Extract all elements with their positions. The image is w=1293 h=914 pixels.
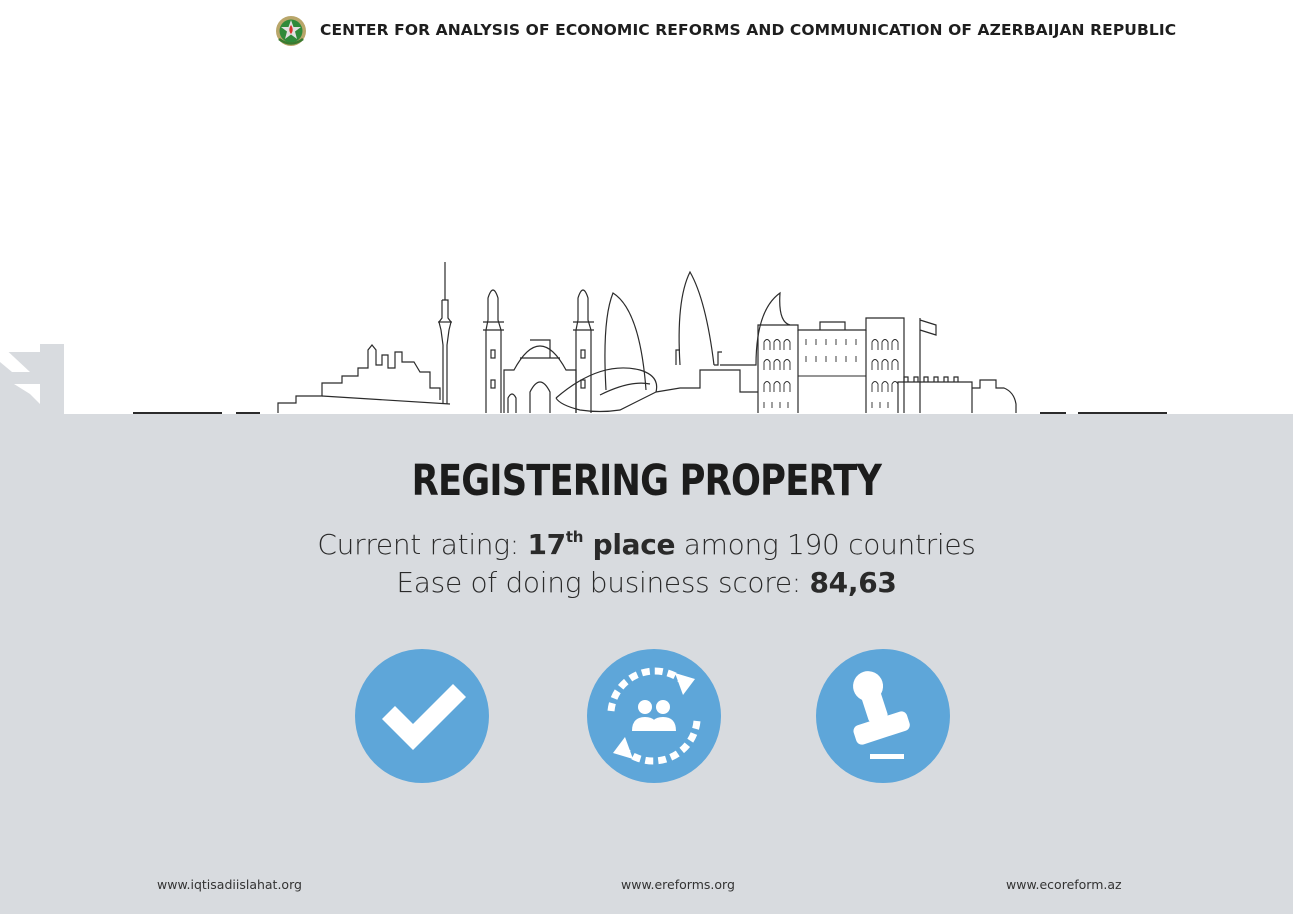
rating-rank-suffix: th xyxy=(565,528,584,546)
azerbaijan-state-emblem-icon xyxy=(276,16,306,46)
checkmark-icon xyxy=(382,684,466,750)
baku-city-skyline-illustration xyxy=(133,262,1167,414)
rating-suffix: among 190 countries xyxy=(675,528,976,561)
rating-place-word: place xyxy=(583,528,676,561)
header: CENTER FOR ANALYSIS OF ECONOMIC REFORMS … xyxy=(0,0,1293,62)
footer-link-iqtisadiislahat[interactable]: www.iqtisadiislahat.org xyxy=(157,877,302,892)
rating-prefix: Current rating: xyxy=(317,528,528,561)
corner-decoration xyxy=(0,344,64,416)
checkmark-badge xyxy=(355,649,489,783)
stamp-badge xyxy=(816,649,950,783)
organization-name: CENTER FOR ANALYSIS OF ECONOMIC REFORMS … xyxy=(320,21,1177,39)
business-score-line: Ease of doing business score: 84,63 xyxy=(0,566,1293,599)
stamp-icon xyxy=(853,671,910,759)
people-exchange-badge xyxy=(587,649,721,783)
score-prefix: Ease of doing business score: xyxy=(396,566,810,599)
score-value: 84,63 xyxy=(809,566,897,599)
people-exchange-icon xyxy=(607,667,701,765)
footer-link-ecoreform[interactable]: www.ecoreform.az xyxy=(1006,877,1122,892)
current-rating-line: Current rating: 17th place among 190 cou… xyxy=(0,528,1293,561)
footer-link-ereforms[interactable]: www.ereforms.org xyxy=(621,877,735,892)
page-title: REGISTERING PROPERTY xyxy=(411,456,882,506)
rating-rank: 17 xyxy=(527,528,567,561)
